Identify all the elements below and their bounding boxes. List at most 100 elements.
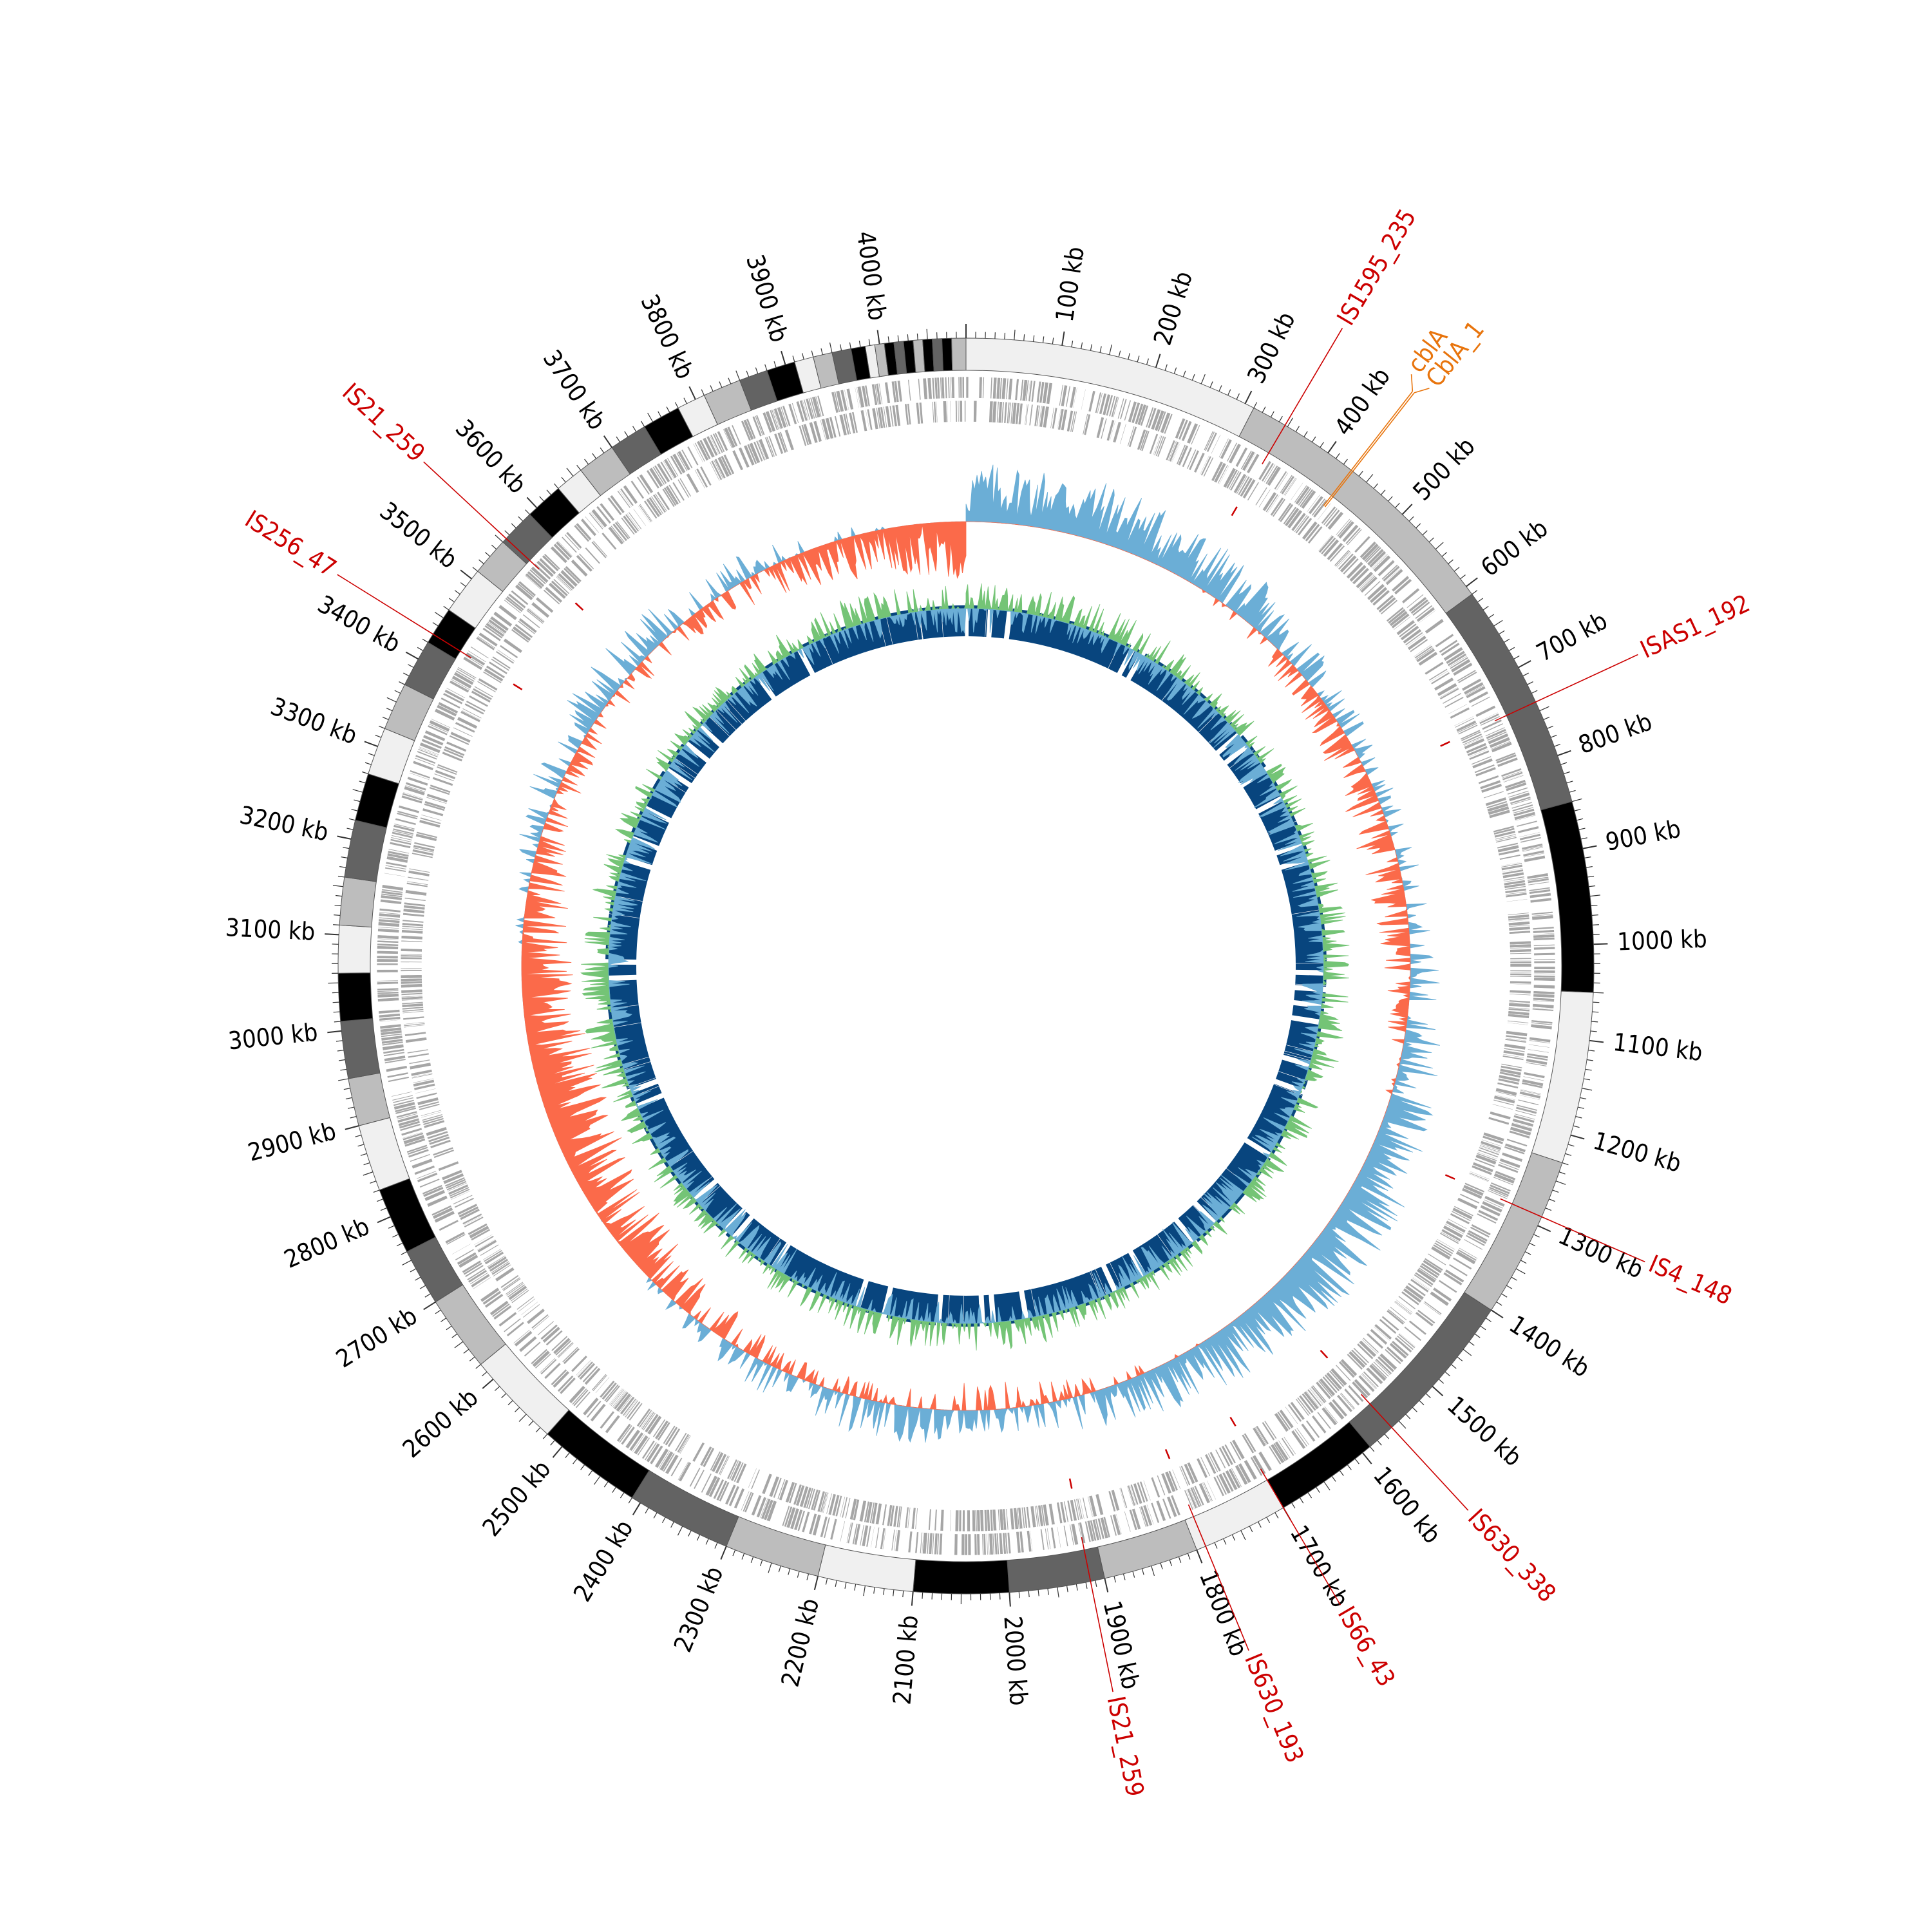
gc-skew-negative	[521, 521, 1411, 1411]
tick-mark	[1513, 655, 1520, 659]
annotation-leader-line	[1459, 1501, 1469, 1511]
cds-feature	[1206, 1480, 1217, 1501]
tick-mark	[719, 381, 723, 388]
cds-feature	[612, 1390, 627, 1409]
cds-feature	[518, 1298, 536, 1312]
cds-feature	[607, 497, 623, 516]
cds-feature	[403, 902, 426, 907]
blast-hit-block	[1227, 746, 1267, 784]
cds-feature	[553, 543, 571, 561]
cds-feature	[378, 913, 401, 918]
cds-feature	[1450, 1212, 1470, 1225]
cds-feature	[411, 1072, 433, 1078]
cds-feature	[1401, 1291, 1420, 1306]
cds-feature	[1255, 486, 1268, 506]
tick-mark	[1071, 340, 1074, 347]
cds-feature	[1084, 1520, 1092, 1543]
cds-feature	[1508, 916, 1530, 922]
cds-feature	[410, 1069, 433, 1077]
cds-feature	[817, 395, 825, 417]
cds-feature	[654, 1420, 669, 1440]
cds-feature	[728, 1485, 740, 1507]
tick-mark	[443, 605, 450, 611]
tick-mark	[1343, 459, 1348, 465]
cds-feature	[389, 841, 412, 849]
cds-feature	[377, 926, 400, 929]
cds-feature	[464, 1216, 484, 1228]
tick-mark	[628, 1497, 633, 1504]
cds-feature	[514, 623, 533, 639]
cds-feature	[1057, 408, 1065, 431]
cds-feature	[450, 1188, 471, 1199]
cds-feature	[472, 1276, 491, 1290]
cds-feature	[1497, 757, 1519, 768]
tick-mark	[354, 799, 361, 802]
cds-feature	[441, 1169, 463, 1181]
cds-feature	[700, 1473, 712, 1493]
tick-mark	[1511, 1276, 1517, 1281]
cds-feature	[885, 406, 892, 428]
cds-feature	[967, 1533, 972, 1556]
tick-mark	[1347, 1464, 1352, 1470]
cds-feature	[401, 929, 424, 934]
tick-mark	[348, 1106, 355, 1109]
tick-mark	[1196, 1549, 1203, 1564]
cds-feature	[421, 814, 442, 821]
cds-feature	[849, 1498, 858, 1520]
cds-feature	[620, 488, 634, 507]
cds-feature	[1382, 565, 1401, 582]
gc-skew-track	[515, 464, 1441, 1443]
cds-feature	[1508, 790, 1530, 799]
cds-feature	[652, 493, 667, 513]
cds-feature	[1413, 644, 1432, 658]
cds-feature	[400, 953, 422, 956]
cds-feature	[468, 694, 489, 708]
cds-feature	[378, 918, 401, 923]
cds-feature	[1489, 1111, 1511, 1121]
cds-feature	[1030, 1506, 1037, 1528]
cds-feature	[1470, 1224, 1492, 1236]
cds-feature	[544, 1362, 562, 1379]
cds-feature	[946, 401, 949, 422]
cds-feature	[1046, 382, 1053, 404]
cds-feature	[1442, 692, 1462, 705]
cds-feature	[1501, 768, 1522, 778]
annotation-leader-line	[1500, 1198, 1634, 1258]
cds-feature	[771, 409, 780, 430]
cds-feature	[1531, 1019, 1553, 1025]
cds-feature	[1502, 871, 1524, 879]
cds-feature	[615, 1392, 632, 1412]
cds-feature	[478, 677, 498, 692]
cds-feature	[1189, 1486, 1201, 1508]
cds-feature	[1379, 1318, 1397, 1334]
cds-feature	[1050, 407, 1055, 429]
cds-feature	[976, 1533, 981, 1556]
cds-feature	[1448, 655, 1468, 668]
contig-segment	[547, 1409, 650, 1499]
cds-feature	[1385, 568, 1404, 586]
blast-gap-line	[721, 1208, 743, 1232]
cds-feature	[400, 961, 422, 963]
cds-feature	[548, 582, 567, 600]
blast-gap-line	[685, 740, 710, 760]
cds-feature	[629, 1432, 644, 1452]
cds-feature	[1186, 1489, 1195, 1510]
cds-feature	[1441, 1228, 1462, 1242]
cds-feature	[1408, 596, 1428, 612]
cds-feature	[1510, 796, 1531, 805]
cds-feature	[1042, 1504, 1050, 1526]
cds-feature	[607, 526, 625, 545]
cds-feature	[1532, 926, 1555, 931]
cds-feature	[841, 1496, 848, 1519]
cds-feature	[1414, 1271, 1434, 1286]
cds-feature	[462, 656, 483, 671]
cds-feature	[1002, 1532, 1007, 1555]
cds-feature	[808, 397, 816, 419]
cds-feature	[1468, 690, 1489, 704]
cds-feature	[1164, 1471, 1177, 1493]
cds-feature	[1471, 755, 1492, 766]
tick-mark	[592, 453, 597, 459]
cds-feature	[1434, 677, 1454, 692]
cds-feature	[914, 1508, 918, 1530]
